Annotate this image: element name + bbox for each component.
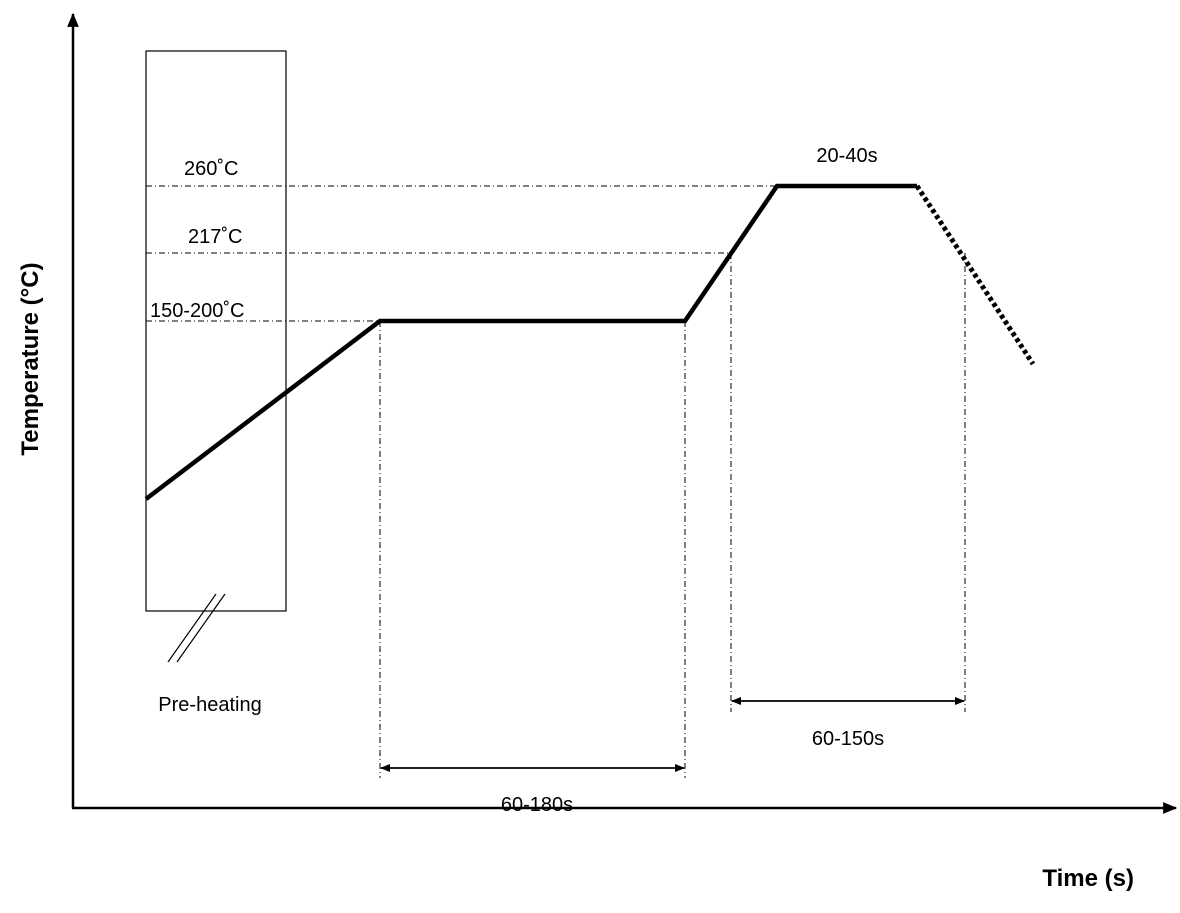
reflow-profile-curve <box>144 183 917 501</box>
y-axis-label: Temperature (°C) <box>17 262 44 455</box>
break-mark <box>176 593 226 663</box>
liquidus-temp-label: 217˚C <box>188 226 242 248</box>
liquidus-duration-label: 60-150s <box>812 728 884 750</box>
preheat-box <box>145 50 287 612</box>
break-mark <box>167 593 217 663</box>
peak-duration-label: 20-40s <box>816 145 877 167</box>
soak-duration-label: 60-180s <box>501 794 573 816</box>
soak-temp-label: 150-200˚C <box>150 300 245 322</box>
cooling-curve <box>914 184 1036 366</box>
x-axis-label: Time (s) <box>1042 865 1134 892</box>
peak-temp-label: 260˚C <box>184 158 238 180</box>
preheat-label: Pre-heating <box>158 694 261 716</box>
